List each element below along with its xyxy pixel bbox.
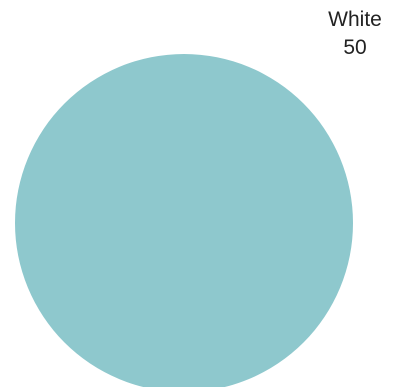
pie-slice-white (15, 54, 353, 387)
slice-name: White (328, 8, 382, 31)
slice-value: 50 (343, 36, 367, 59)
slice-label-white: White 50 (300, 6, 395, 62)
